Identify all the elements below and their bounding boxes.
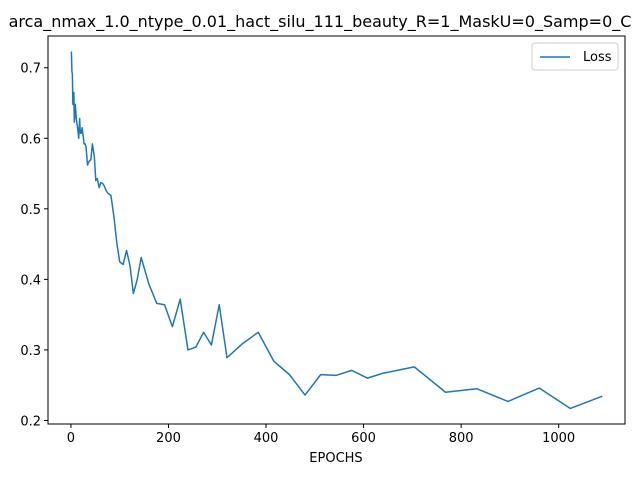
chart-title: arca_nmax_1.0_ntype_0.01_hact_silu_111_b… [9, 12, 632, 32]
plot-frame [47, 35, 626, 425]
y-axis-ticks: 0.2 0.3 0.4 0.5 0.6 0.7 [20, 62, 48, 429]
y-tick-label: 0.3 [20, 344, 41, 359]
y-tick-label: 0.6 [20, 132, 41, 147]
x-tick-label: 0 [67, 431, 75, 446]
plot-area [48, 36, 625, 424]
x-tick-label: 1000 [542, 431, 575, 446]
x-tick-label: 600 [351, 431, 376, 446]
legend-box [531, 42, 619, 71]
y-tick-label: 0.5 [20, 203, 41, 218]
y-tick-label: 0.2 [20, 414, 41, 429]
legend-label-loss: Loss [583, 50, 612, 65]
x-axis-ticks: 0 200 400 600 800 1000 [67, 424, 575, 446]
data-layer [70, 51, 603, 410]
legend: Loss [531, 42, 619, 71]
x-tick-label: 400 [254, 431, 279, 446]
x-tick-label: 200 [156, 431, 181, 446]
y-tick-label: 0.7 [20, 62, 41, 77]
y-tick-label: 0.4 [20, 273, 41, 288]
x-tick-label: 800 [449, 431, 474, 446]
x-axis-label: EPOCHS [309, 451, 362, 466]
